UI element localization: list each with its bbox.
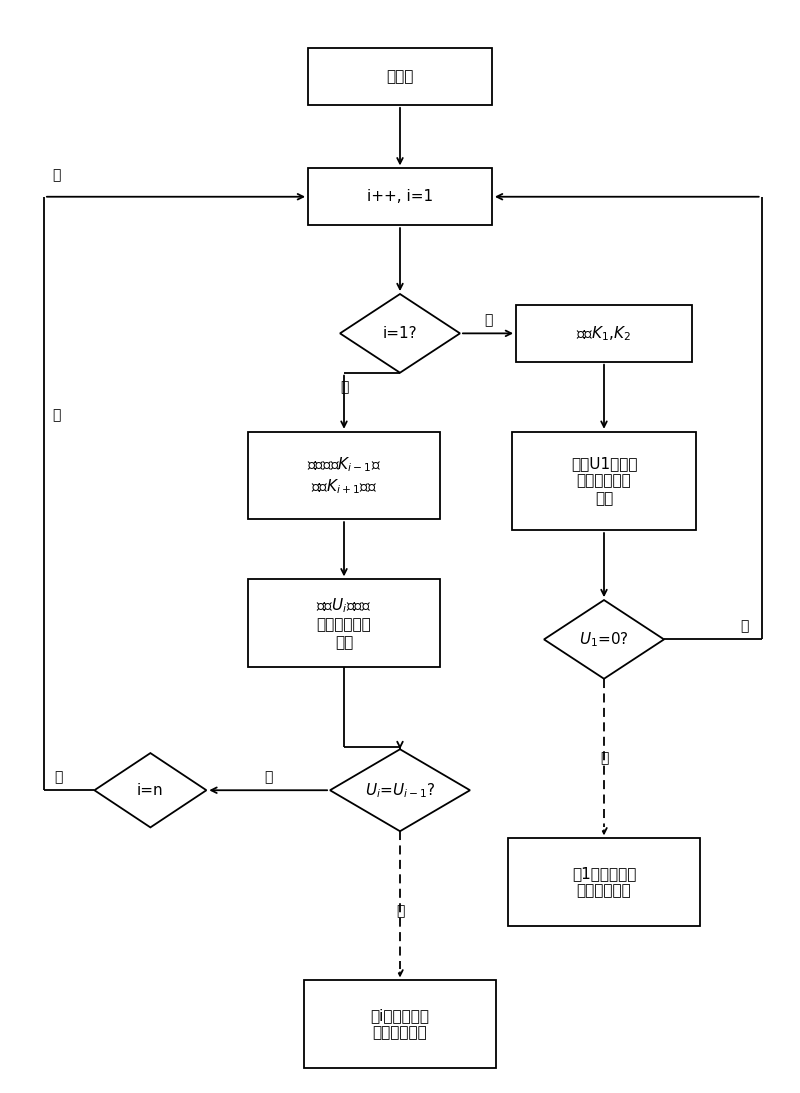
Text: 控制开关$K_{i-1}$断
开，$K_{i+1}$闭合: 控制开关$K_{i-1}$断 开，$K_{i+1}$闭合 <box>307 456 381 495</box>
FancyBboxPatch shape <box>512 432 696 530</box>
Text: 是: 是 <box>484 314 492 327</box>
Text: 闭合$K_1$,$K_2$: 闭合$K_1$,$K_2$ <box>576 324 632 343</box>
Text: 否: 否 <box>264 771 272 784</box>
Text: 采集$U_i$并进行
滤波、转化和
存储: 采集$U_i$并进行 滤波、转化和 存储 <box>316 597 372 649</box>
Text: 是: 是 <box>600 752 608 765</box>
FancyBboxPatch shape <box>248 579 440 667</box>
FancyBboxPatch shape <box>308 168 492 225</box>
Text: 是: 是 <box>396 904 404 918</box>
Text: 第1节电池两端
的采样线断线: 第1节电池两端 的采样线断线 <box>572 866 636 898</box>
Text: i=1?: i=1? <box>382 326 418 341</box>
FancyBboxPatch shape <box>516 305 692 362</box>
FancyBboxPatch shape <box>304 980 496 1068</box>
Text: i++, i=1: i++, i=1 <box>367 189 433 204</box>
FancyBboxPatch shape <box>308 48 492 105</box>
Text: 采集U1并进行
滤波、转化和
存储: 采集U1并进行 滤波、转化和 存储 <box>570 456 638 506</box>
Text: 否: 否 <box>740 620 748 633</box>
Polygon shape <box>340 294 460 373</box>
Polygon shape <box>544 600 664 679</box>
Polygon shape <box>94 753 206 827</box>
Polygon shape <box>330 750 470 832</box>
FancyBboxPatch shape <box>508 838 700 926</box>
Text: 否: 否 <box>52 409 60 422</box>
Text: 是: 是 <box>52 168 60 181</box>
Text: 初始化: 初始化 <box>386 69 414 84</box>
Text: 是: 是 <box>54 771 62 784</box>
Text: i=n: i=n <box>137 783 164 798</box>
Text: $U_i$=$U_{i-1}$?: $U_i$=$U_{i-1}$? <box>365 780 435 800</box>
FancyBboxPatch shape <box>248 432 440 519</box>
Text: $U_1$=0?: $U_1$=0? <box>579 630 629 649</box>
Text: 第i节电池两端
的采样线断线: 第i节电池两端 的采样线断线 <box>370 1008 430 1041</box>
Text: 否: 否 <box>340 380 348 393</box>
